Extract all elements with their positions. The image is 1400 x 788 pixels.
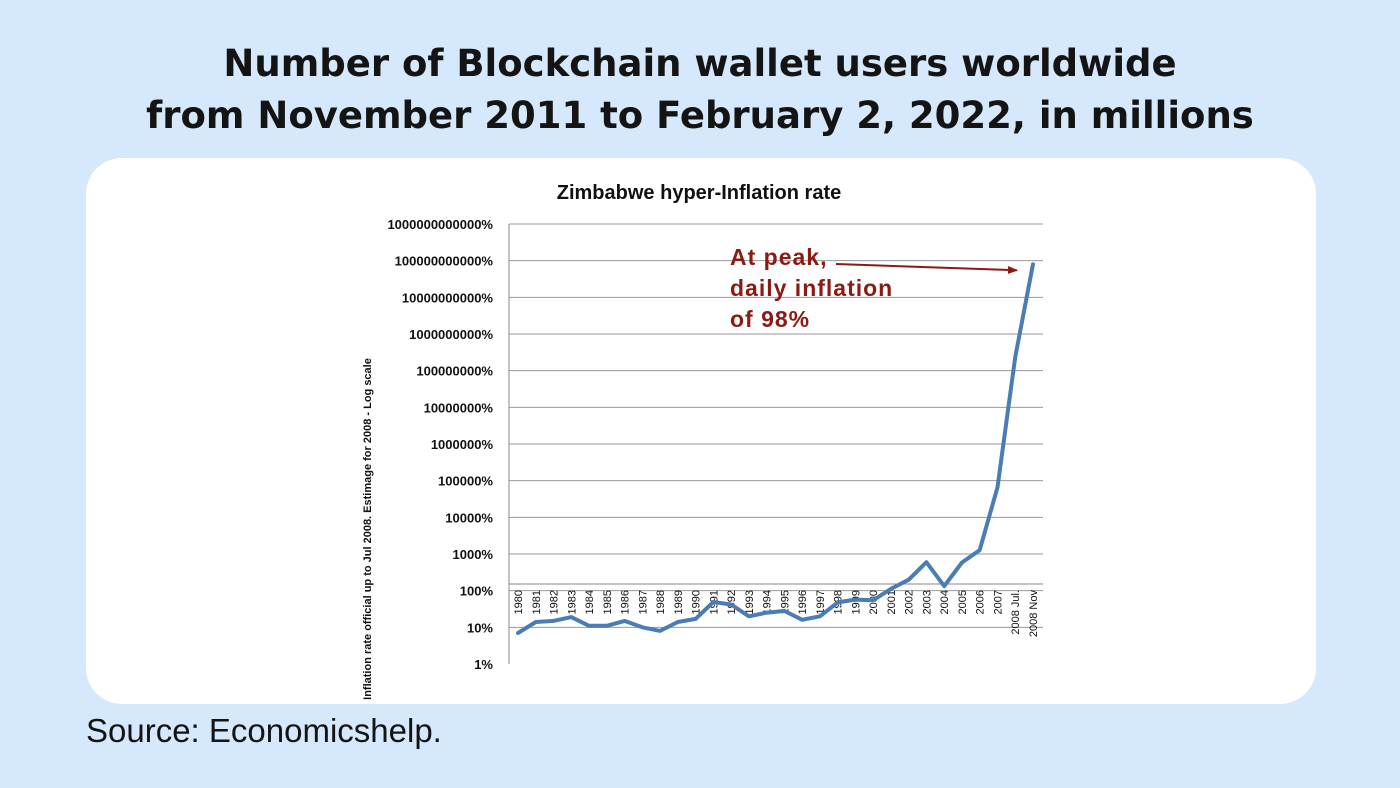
y-tick-label: 10000% bbox=[445, 510, 493, 525]
x-tick-labels: 1980 1981 1982 1983 1984 1985 1986 1987 1988 1989… bbox=[513, 590, 1040, 638]
annotation-arrow bbox=[835, 263, 1018, 274]
inflation-chart: Zimbabwe hyper-Inflation rate Inflation … bbox=[362, 182, 1043, 700]
gridlines bbox=[509, 223, 1043, 628]
x-tick-label: 1986 bbox=[620, 590, 632, 614]
y-tick-label: 1000000000% bbox=[409, 327, 493, 342]
x-tick-label: 1997 bbox=[815, 590, 827, 614]
x-tick-label: 1988 bbox=[655, 590, 667, 614]
x-tick-label: 2004 bbox=[939, 590, 951, 614]
y-tick-label: 100000000000% bbox=[395, 254, 494, 269]
page-title-line-2: from November 2011 to February 2, 2022, … bbox=[146, 94, 1254, 137]
page-title-line-1: Number of Blockchain wallet users worldw… bbox=[223, 42, 1177, 85]
x-tick-label: 2006 bbox=[975, 590, 987, 614]
x-tick-label: 2000 bbox=[868, 590, 880, 614]
y-axis-label: Inflation rate official up to Jul 2008. … bbox=[362, 358, 374, 700]
x-tick-label: 1999 bbox=[850, 590, 862, 614]
y-tick-label: 10000000000% bbox=[402, 290, 494, 305]
source-note: Source: Economicshelp. bbox=[86, 712, 442, 749]
series-line bbox=[516, 262, 1035, 635]
chart-title: Zimbabwe hyper-Inflation rate bbox=[557, 182, 841, 204]
y-tick-label: 1000% bbox=[453, 547, 494, 562]
annotation-line-2: daily inflation bbox=[730, 275, 893, 301]
y-tick-label: 10000000% bbox=[424, 400, 494, 415]
y-tick-label: 100000% bbox=[438, 474, 493, 489]
y-tick-label: 1% bbox=[474, 657, 493, 672]
y-tick-label: 10% bbox=[467, 620, 493, 635]
series-group bbox=[516, 262, 1035, 635]
x-tick-label: 2007 bbox=[992, 590, 1004, 614]
x-tick-label: 2008 Nov bbox=[1028, 590, 1040, 638]
x-tick-label: 1983 bbox=[566, 590, 578, 614]
y-tick-label: 1000000000000% bbox=[387, 217, 493, 232]
x-tick-label: 1989 bbox=[673, 590, 685, 614]
x-tick-label: 1996 bbox=[797, 590, 809, 614]
x-tick-label: 2008 Jul. bbox=[1010, 590, 1022, 635]
y-tick-label: 100% bbox=[460, 584, 494, 599]
x-tick-label: 2003 bbox=[921, 590, 933, 614]
x-tick-label: 1994 bbox=[762, 590, 774, 614]
chart-card: Zimbabwe hyper-Inflation rate Inflation … bbox=[86, 158, 1316, 704]
x-tick-label: 2001 bbox=[886, 590, 898, 614]
page-title: Number of Blockchain wallet users worldw… bbox=[0, 38, 1400, 142]
x-tick-label: 1987 bbox=[637, 590, 649, 614]
y-tick-label: 100000000% bbox=[416, 364, 493, 379]
peak-annotation: At peak, daily inflation of 98% bbox=[730, 244, 1018, 332]
x-tick-label: 2005 bbox=[957, 590, 969, 614]
x-tick-label: 1981 bbox=[531, 590, 543, 614]
y-tick-label: 1000000% bbox=[431, 437, 494, 452]
x-tick-label: 1995 bbox=[779, 590, 791, 614]
x-tick-label: 1982 bbox=[549, 590, 561, 614]
x-tick-label: 1990 bbox=[691, 590, 703, 614]
y-tick-labels: 1% 10% 100% 1000% 10000% 100000% 1000000% 10000… bbox=[387, 217, 493, 672]
x-tick-label: 1980 bbox=[513, 590, 525, 614]
x-tick-label: 1985 bbox=[602, 590, 614, 614]
x-tick-label: 1984 bbox=[584, 590, 596, 614]
annotation-line-1: At peak, bbox=[730, 244, 827, 270]
x-tick-label: 1993 bbox=[744, 590, 756, 614]
annotation-line-3: of 98% bbox=[730, 306, 810, 332]
x-tick-label: 2002 bbox=[904, 590, 916, 614]
